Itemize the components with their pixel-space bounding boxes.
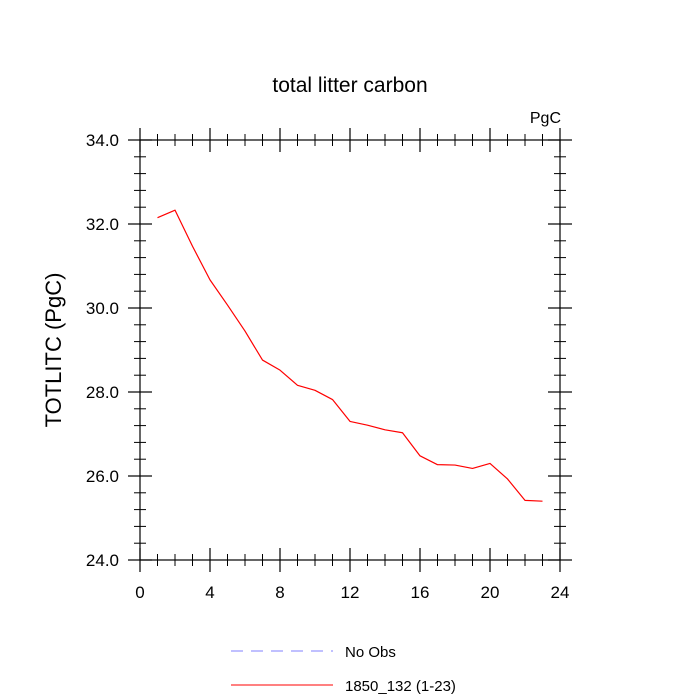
x-tick-label: 20 xyxy=(481,583,500,602)
series-group xyxy=(157,209,543,502)
x-tick-label: 8 xyxy=(275,583,284,602)
tick-labels: 0 4 8 12 16 20 24 24.0 26.0 28.0 30.0 32.0 34.0 xyxy=(86,131,570,602)
y-tick-label: 26.0 xyxy=(86,467,119,486)
x-tick-label: 4 xyxy=(205,583,214,602)
y-tick-label: 34.0 xyxy=(86,131,119,150)
y-tick-label: 28.0 xyxy=(86,383,119,402)
legend: No Obs 1850_132 (1-23) xyxy=(231,644,456,695)
y-axis-label: TOTLITC (PgC) xyxy=(41,273,66,428)
y-tick-label: 24.0 xyxy=(86,551,119,570)
axis-ticks xyxy=(128,128,572,572)
x-tick-label: 24 xyxy=(551,583,570,602)
plot-frame xyxy=(139,139,561,561)
y-tick-label: 32.0 xyxy=(86,215,119,234)
legend-label: 1850_132 (1-23) xyxy=(345,678,456,695)
units-label: PgC xyxy=(530,110,561,127)
y-tick-label: 30.0 xyxy=(86,299,119,318)
x-tick-label: 0 xyxy=(135,583,144,602)
series-line xyxy=(157,209,543,502)
chart-title: total litter carbon xyxy=(272,74,427,97)
x-tick-label: 12 xyxy=(341,583,360,602)
legend-label: No Obs xyxy=(345,644,396,661)
x-tick-label: 16 xyxy=(411,583,430,602)
